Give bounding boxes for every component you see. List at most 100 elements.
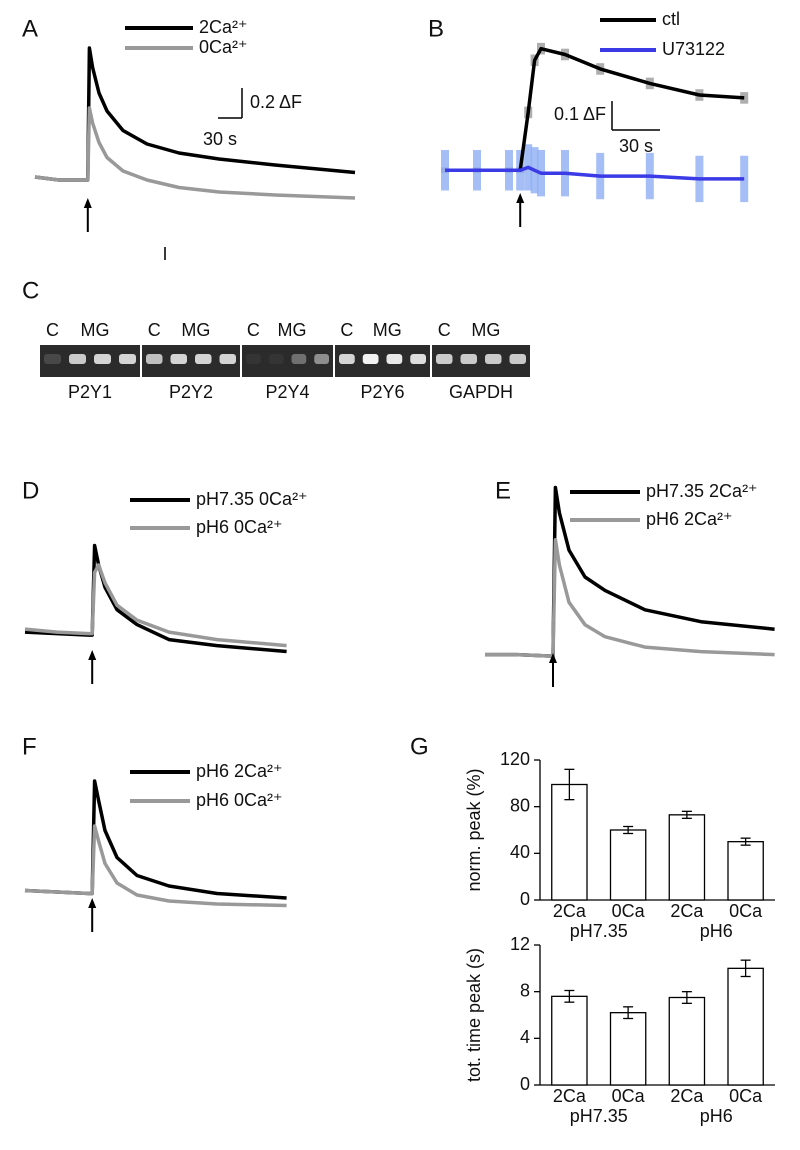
gel-band: [314, 354, 329, 364]
lane-label: MG: [471, 320, 500, 340]
bar: [609, 1012, 647, 1086]
gel-band: [246, 354, 261, 364]
scale-label: 30 s: [203, 129, 237, 149]
lane-label: MG: [278, 320, 307, 340]
bar: [668, 996, 706, 1086]
y-tick-label: 0: [520, 1074, 530, 1094]
y-tick-label: 40: [510, 842, 530, 862]
x-tick-label: 2Ca: [553, 901, 587, 921]
legend-label: 0Ca²⁺: [199, 37, 248, 57]
y-tick-label: 4: [520, 1027, 530, 1047]
panel-label: A: [22, 15, 38, 42]
panel-label: G: [410, 733, 429, 760]
x-tick-label: 2Ca: [553, 1086, 587, 1106]
y-axis-label: norm. peak (%): [464, 768, 484, 891]
x-tick-label: 2Ca: [670, 901, 704, 921]
gene-label: P2Y1: [68, 382, 112, 402]
y-tick-label: 8: [520, 980, 530, 1000]
group-label: pH6: [700, 921, 733, 941]
gel-band: [119, 354, 136, 364]
bar: [551, 995, 588, 1086]
arrow-head: [549, 653, 557, 663]
bar: [668, 814, 706, 901]
legend-label: pH6 0Ca²⁺: [196, 790, 283, 810]
bar: [727, 967, 764, 1086]
arrow-head: [516, 193, 525, 203]
bar: [727, 841, 764, 901]
trace: [24, 563, 287, 648]
trace: [24, 543, 287, 654]
trace: [24, 824, 287, 908]
gel-band: [291, 354, 307, 364]
legend-label: pH6 2Ca²⁺: [196, 761, 283, 781]
arrow-head: [88, 898, 97, 908]
annotation: I: [162, 244, 167, 264]
trace: [34, 106, 356, 200]
scale-label: 0.1 ΔF: [554, 104, 606, 124]
x-tick-label: 0Ca: [612, 1086, 646, 1106]
gene-label: P2Y4: [265, 382, 309, 402]
legend-label: pH7.35 0Ca²⁺: [196, 489, 308, 509]
gel-band: [69, 354, 86, 364]
lane-label: C: [46, 320, 59, 340]
legend-label: U73122: [662, 39, 725, 59]
trace: [445, 165, 745, 181]
gel-band: [219, 354, 236, 364]
y-tick-label: 80: [510, 795, 530, 815]
panel-label: E: [495, 477, 511, 504]
gene-label: P2Y6: [360, 382, 404, 402]
x-tick-label: 0Ca: [729, 901, 763, 921]
gel-band: [195, 354, 212, 364]
gel-band: [339, 354, 355, 364]
group-label: pH7.35: [570, 921, 628, 941]
gel-band: [268, 354, 284, 364]
legend-label: pH6 2Ca²⁺: [646, 509, 733, 529]
lane-label: C: [148, 320, 161, 340]
trace: [485, 537, 775, 658]
trace: [34, 46, 356, 182]
lane-label: C: [340, 320, 353, 340]
panel-label: C: [22, 277, 39, 304]
arrow-head: [83, 198, 92, 208]
group-label: pH6: [700, 1106, 733, 1126]
y-tick-label: 120: [500, 749, 530, 769]
gel-band: [386, 354, 403, 364]
y-tick-label: 0: [520, 889, 530, 909]
scale-label: 30 s: [619, 136, 653, 156]
gene-label: GAPDH: [449, 382, 513, 402]
group-label: pH7.35: [570, 1106, 628, 1126]
gel-band: [170, 354, 187, 364]
bar: [609, 829, 647, 901]
gel-band: [460, 354, 477, 364]
gel-band: [94, 354, 111, 364]
x-tick-label: 0Ca: [729, 1086, 763, 1106]
panel-label: B: [428, 15, 444, 42]
gene-label: P2Y2: [169, 382, 213, 402]
gel-band: [436, 354, 453, 364]
x-tick-label: 0Ca: [612, 901, 646, 921]
gel-band: [509, 354, 526, 364]
lane-label: C: [247, 320, 260, 340]
gel-band: [44, 354, 61, 364]
lane-label: MG: [181, 320, 210, 340]
scale-label: 0.2 ΔF: [250, 92, 302, 112]
y-axis-label: tot. time peak (s): [464, 948, 484, 1082]
panel-label: F: [22, 733, 37, 760]
legend-label: ctl: [662, 9, 680, 29]
x-tick-label: 2Ca: [670, 1086, 704, 1106]
legend-label: pH6 0Ca²⁺: [196, 517, 283, 537]
lane-label: MG: [81, 320, 110, 340]
bar: [551, 783, 588, 901]
gel-band: [362, 354, 379, 364]
arrow-head: [88, 650, 97, 660]
lane-label: C: [438, 320, 451, 340]
legend-label: pH7.35 2Ca²⁺: [646, 481, 758, 501]
lane-label: MG: [373, 320, 402, 340]
y-tick-label: 12: [510, 934, 530, 954]
panel-label: D: [22, 477, 39, 504]
legend-label: 2Ca²⁺: [199, 17, 248, 37]
gel-band: [485, 354, 502, 364]
gel-band: [146, 354, 163, 364]
